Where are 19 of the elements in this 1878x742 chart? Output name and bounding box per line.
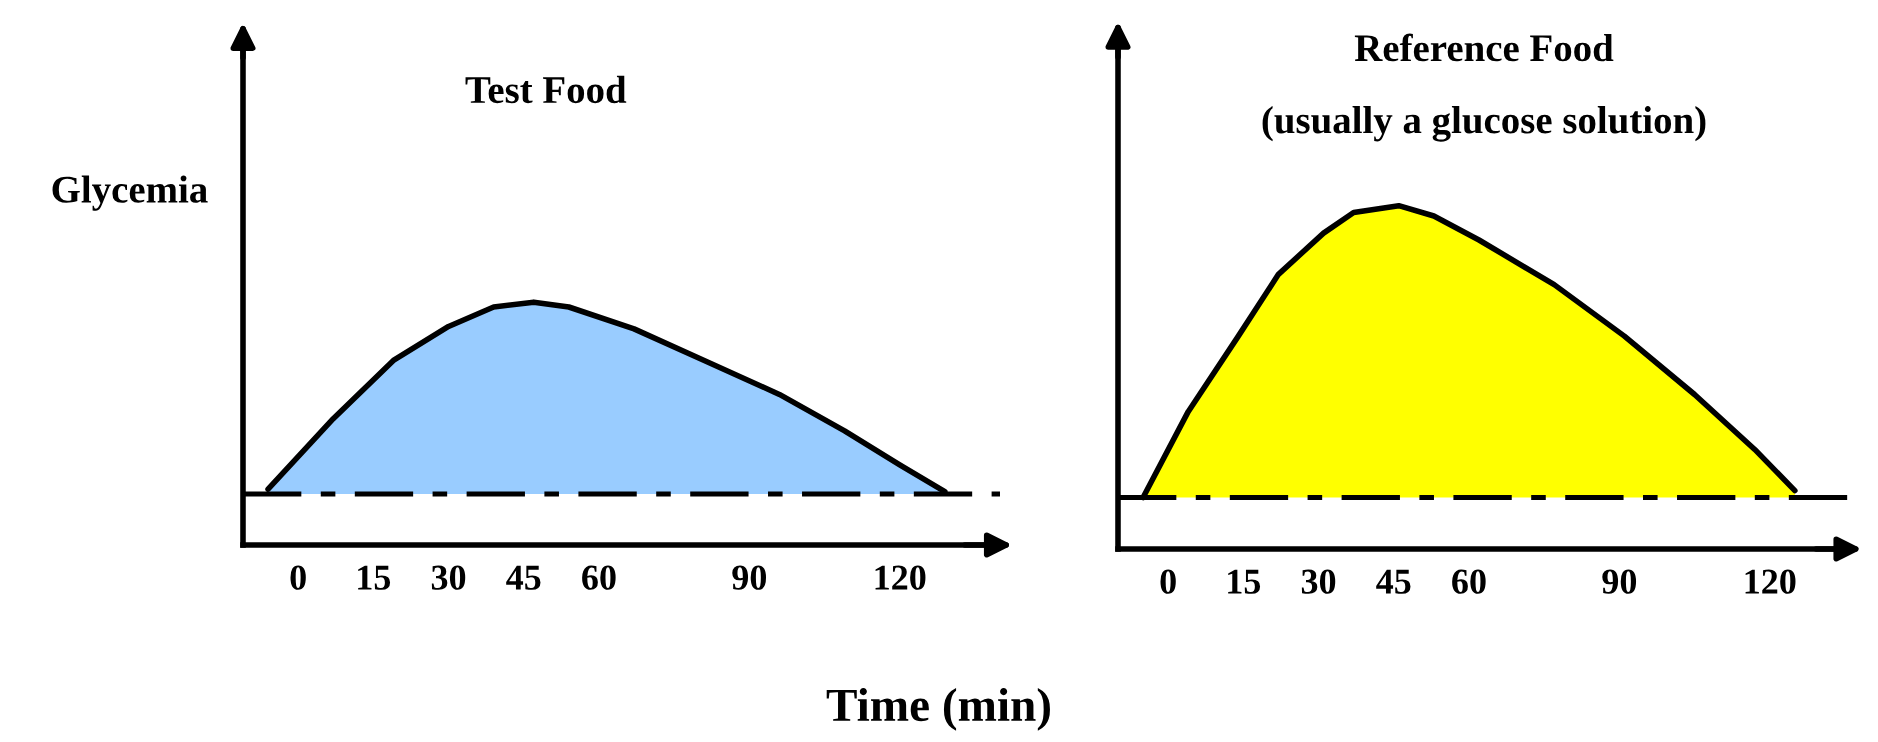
text: Time (min) (826, 688, 1050, 731)
x-tick-label: 90 (732, 565, 767, 590)
x-tick-label: 15 (358, 565, 391, 590)
x-tick-label: 60 (582, 565, 616, 590)
x-tick-label: 45 (506, 565, 541, 590)
chart-title: Test Food (465, 75, 627, 104)
chart-subtitle: (usually a glucose solution) (1262, 106, 1706, 142)
x-tick-label: 0 (290, 565, 306, 590)
x-tick-label: 120 (875, 565, 926, 590)
y-axis-title: Glycemia (52, 175, 208, 211)
x-tick-label: 30 (431, 565, 466, 590)
x-tick-label: 15 (1228, 569, 1261, 594)
x-tick-label: 120 (1745, 569, 1796, 594)
x-tick-label: 30 (1301, 569, 1336, 594)
chart-title: Reference Food (1354, 33, 1614, 62)
x-tick-label: 45 (1376, 569, 1411, 594)
x-tick-label: 0 (1160, 569, 1176, 594)
x-tick-label: 90 (1602, 569, 1637, 594)
x-tick-label: 60 (1452, 569, 1486, 594)
